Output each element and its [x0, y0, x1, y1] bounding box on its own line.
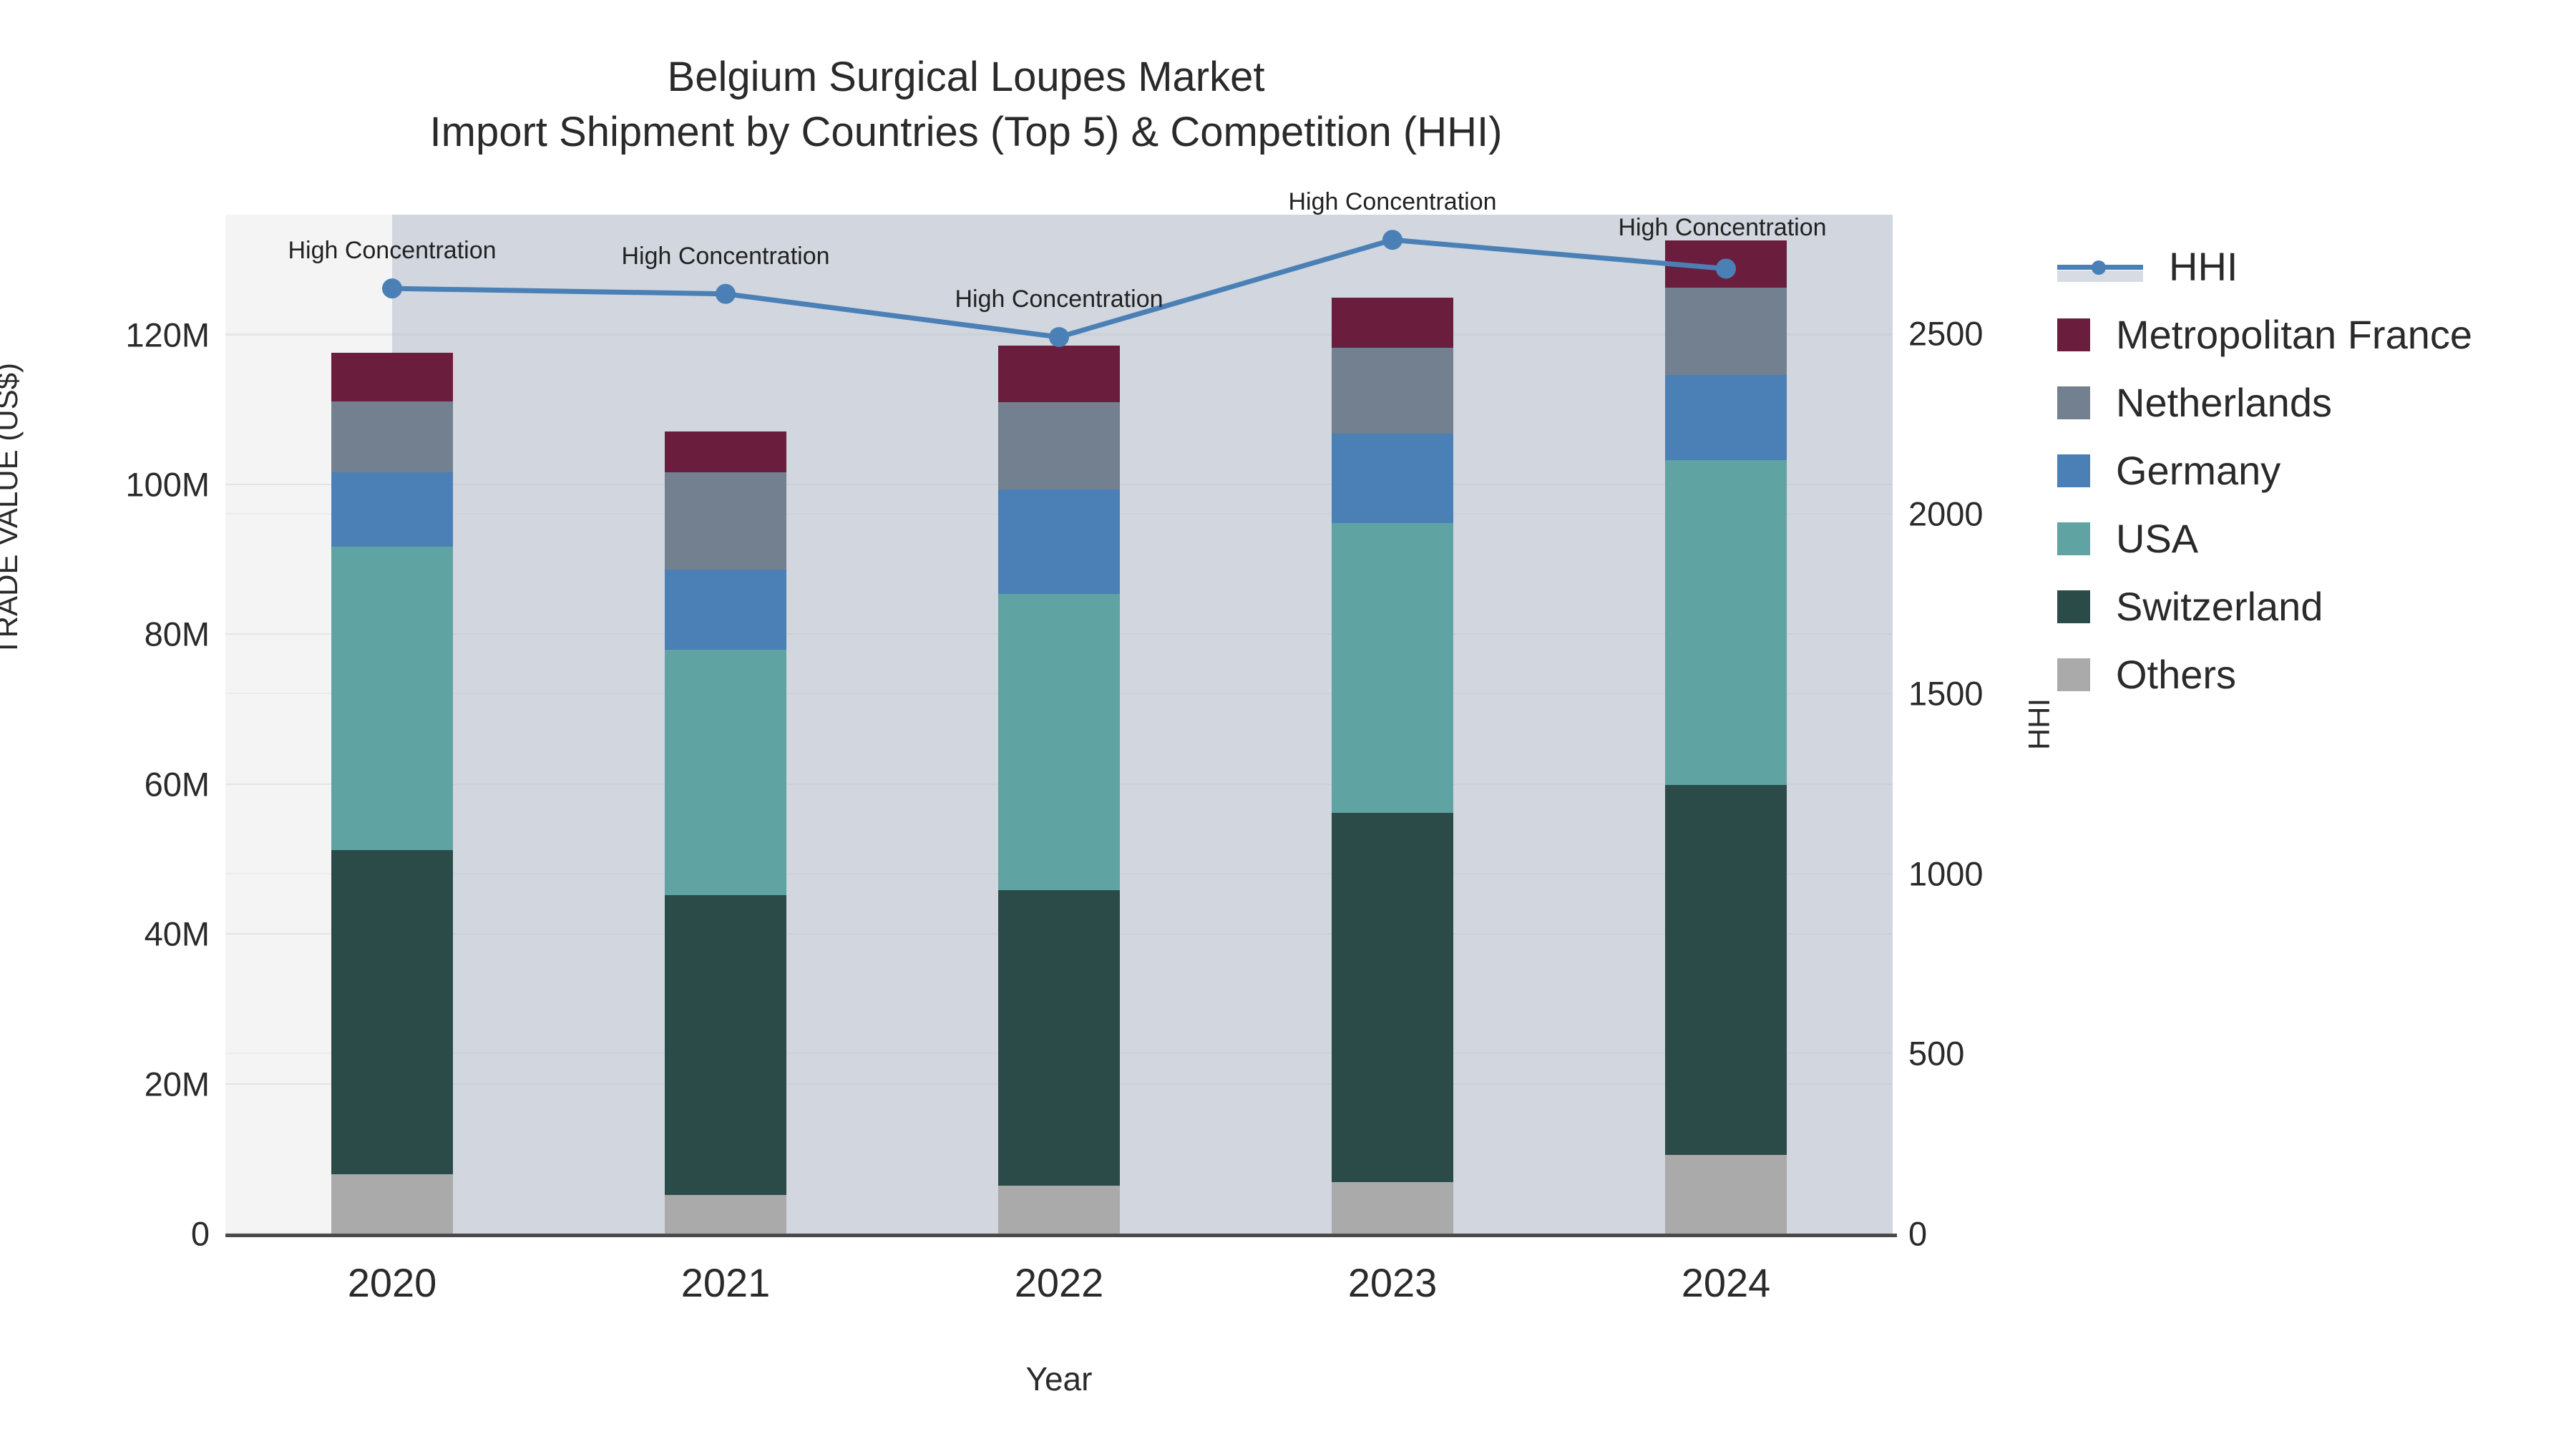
chart-title-block: Belgium Surgical Loupes Market Import Sh… [0, 50, 1932, 160]
y-tick-40M: 40M [144, 914, 210, 953]
x-tick-2022: 2022 [1014, 1260, 1104, 1305]
legend-swatch-icon [2057, 318, 2090, 351]
legend-item-netherlands[interactable]: Netherlands [2057, 369, 2472, 436]
bar-group-2020[interactable] [331, 215, 453, 1234]
legend-label: Metropolitan France [2116, 312, 2473, 357]
bar-segment-usa[interactable] [1332, 523, 1453, 813]
bar-group-2021[interactable] [665, 215, 786, 1234]
y2-tick-2500: 2500 [1908, 314, 1984, 353]
legend-label: Netherlands [2116, 380, 2332, 425]
legend-label: Others [2116, 652, 2237, 697]
y-axis-label: TRADE VALUE (US$) [0, 363, 24, 656]
bar-segment-metropolitan-france[interactable] [331, 352, 453, 401]
x-tick-2024: 2024 [1681, 1260, 1771, 1305]
x-axis-label: Year [1025, 1360, 1093, 1397]
legend-swatch-icon [2057, 522, 2090, 555]
bar-segment-metropolitan-france[interactable] [998, 346, 1120, 402]
bar-group-2022[interactable] [998, 215, 1120, 1234]
bar-segment-usa[interactable] [665, 650, 786, 895]
legend: HHI Metropolitan France Netherlands Germany… [2057, 233, 2472, 708]
annotation-high-concentration-2024: High Concentration [1618, 214, 1827, 242]
x-tick-2023: 2023 [1347, 1260, 1438, 1305]
y-tick-60M: 60M [144, 765, 210, 804]
y-tick-120M: 120M [125, 316, 210, 354]
legend-label: USA [2116, 516, 2199, 561]
annotation-high-concentration-2021: High Concentration [621, 242, 830, 270]
bar-segment-germany[interactable] [331, 472, 453, 547]
plot-inner [225, 215, 1893, 1234]
y-tick-20M: 20M [144, 1065, 210, 1103]
legend-label: Germany [2116, 448, 2281, 493]
bar-segment-usa[interactable] [1665, 460, 1787, 785]
bar-segment-metropolitan-france[interactable] [1665, 240, 1787, 288]
annotation-high-concentration-2020: High Concentration [288, 237, 497, 265]
bar-segment-germany[interactable] [998, 489, 1120, 594]
legend-item-hhi[interactable]: HHI [2057, 233, 2472, 301]
y2-tick-1000: 1000 [1908, 854, 1984, 893]
annotation-high-concentration-2022: High Concentration [955, 286, 1163, 313]
bar-segment-switzerland[interactable] [331, 849, 453, 1175]
bar-segment-netherlands[interactable] [998, 401, 1120, 490]
y2-axis-label: HHI [2022, 698, 2056, 751]
bar-segment-others[interactable] [998, 1186, 1120, 1234]
bar-group-2023[interactable] [1332, 215, 1453, 1234]
bar-segment-switzerland[interactable] [665, 894, 786, 1195]
y2-tick-500: 500 [1908, 1034, 1965, 1073]
bar-segment-switzerland[interactable] [998, 890, 1120, 1186]
bar-segment-netherlands[interactable] [665, 472, 786, 570]
legend-item-usa[interactable]: USA [2057, 504, 2472, 572]
bar-segment-usa[interactable] [331, 546, 453, 850]
bar-segment-metropolitan-france[interactable] [1332, 298, 1453, 348]
bar-segment-others[interactable] [1332, 1181, 1453, 1234]
legend-swatch-icon [2057, 658, 2090, 691]
bar-segment-usa[interactable] [998, 593, 1120, 891]
chart-title: Belgium Surgical Loupes Market [667, 54, 1265, 100]
bar-segment-switzerland[interactable] [1332, 812, 1453, 1182]
bar-segment-others[interactable] [1665, 1155, 1787, 1234]
bar-segment-netherlands[interactable] [1332, 348, 1453, 434]
legend-item-germany[interactable]: Germany [2057, 436, 2472, 504]
plot-area [225, 215, 1893, 1234]
y-tick-0: 0 [190, 1214, 210, 1253]
legend-label: HHI [2169, 244, 2238, 289]
bar-segment-netherlands[interactable] [331, 401, 453, 473]
legend-item-switzerland[interactable]: Switzerland [2057, 572, 2472, 640]
legend-label: Switzerland [2116, 584, 2323, 629]
legend-item-others[interactable]: Others [2057, 640, 2472, 708]
bar-segment-netherlands[interactable] [1665, 287, 1787, 376]
x-axis-line [225, 1234, 1897, 1237]
x-tick-2020: 2020 [347, 1260, 437, 1305]
chart-subtitle: Import Shipment by Countries (Top 5) & C… [429, 108, 1503, 155]
bar-segment-germany[interactable] [665, 570, 786, 650]
legend-swatch-icon [2057, 454, 2090, 487]
legend-item-metropolitan-france[interactable]: Metropolitan France [2057, 301, 2472, 369]
y2-tick-1500: 1500 [1908, 674, 1984, 713]
bar-segment-germany[interactable] [1665, 375, 1787, 461]
bar-segment-others[interactable] [331, 1174, 453, 1234]
legend-swatch-icon [2057, 386, 2090, 419]
bar-segment-switzerland[interactable] [1665, 784, 1787, 1156]
bar-group-2024[interactable] [1665, 215, 1787, 1234]
legend-line-marker-icon [2057, 250, 2143, 283]
y-tick-100M: 100M [125, 465, 210, 504]
x-tick-2021: 2021 [680, 1260, 771, 1305]
annotation-high-concentration-2023: High Concentration [1288, 188, 1497, 216]
high-concentration-band [392, 215, 1893, 1234]
bar-segment-metropolitan-france[interactable] [665, 431, 786, 473]
y2-tick-2000: 2000 [1908, 494, 1984, 533]
y2-tick-0: 0 [1908, 1214, 1928, 1253]
legend-swatch-icon [2057, 590, 2090, 623]
y-tick-80M: 80M [144, 615, 210, 653]
bar-segment-germany[interactable] [1332, 433, 1453, 524]
bar-segment-others[interactable] [665, 1194, 786, 1234]
